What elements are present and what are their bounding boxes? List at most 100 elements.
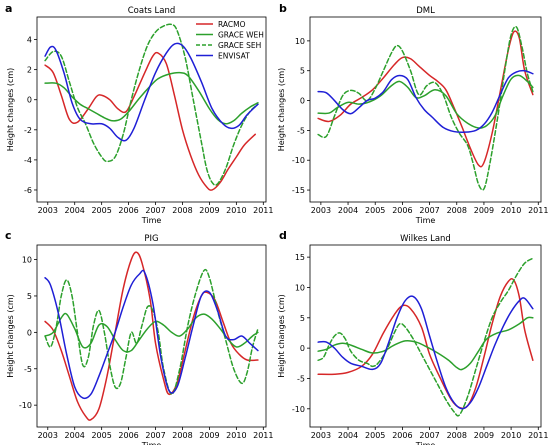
panel-d: 2003 2004 2005 2006 2007 2008 2009 2010 2011 -10 -…: [277, 229, 548, 445]
x-tick-label: 2003: [311, 431, 331, 440]
x-tick-label: 2007: [419, 206, 439, 215]
y-tick-label: 5: [300, 67, 305, 76]
legend-label: RACMO: [218, 20, 246, 29]
x-tick-label: 2007: [145, 431, 165, 440]
x-tick-label: 2003: [38, 431, 58, 440]
y-tick-label: -10: [292, 156, 305, 165]
y-tick-label: 5: [300, 314, 305, 323]
series-line-grace-seh: [44, 268, 259, 395]
x-tick-label: 2011: [528, 206, 548, 215]
x-tick-label: 2006: [118, 431, 138, 440]
x-tick-label: 2009: [199, 431, 219, 440]
y-tick-label: -5: [297, 126, 305, 135]
series-line-racmo: [44, 251, 259, 421]
plot-frame: [309, 244, 542, 428]
x-tick-label: 2007: [419, 431, 439, 440]
y-tick-label: 10: [295, 283, 305, 292]
y-tick-label: -5: [297, 374, 305, 383]
series-line-grace-seh: [317, 257, 534, 417]
x-tick-label: 2008: [447, 206, 467, 215]
x-axis-label: Time: [415, 216, 436, 225]
x-tick-label: 2009: [474, 431, 494, 440]
y-tick-label: -5: [24, 365, 32, 374]
x-tick-label: 2011: [253, 431, 273, 440]
x-tick-label: 2011: [528, 431, 548, 440]
x-tick-label: 2011: [253, 206, 273, 215]
legend-label: GRACE WEH: [218, 31, 264, 40]
x-tick-label: 2004: [65, 206, 85, 215]
panel-title: Wilkes Land: [400, 234, 451, 244]
series-line-racmo: [317, 277, 534, 410]
x-tick-label: 2005: [365, 431, 385, 440]
panel-label: d: [279, 229, 287, 242]
x-axis-label: Time: [141, 441, 162, 445]
y-tick-label: -15: [292, 186, 305, 195]
y-tick-label: 15: [295, 253, 305, 262]
series-group: [44, 251, 259, 421]
x-tick-label: 2005: [91, 431, 111, 440]
panel-label: c: [5, 229, 12, 242]
x-tick-label: 2006: [118, 206, 138, 215]
series-line-grace-weh: [317, 74, 534, 129]
x-tick-label: 2008: [172, 206, 192, 215]
y-axis-label: Height changes (cm): [277, 294, 286, 378]
series-line-grace-seh: [317, 25, 534, 191]
y-tick-label: 0: [27, 328, 32, 337]
x-axis-label: Time: [141, 216, 162, 225]
y-tick-label: 0: [300, 97, 305, 106]
legend-label: ENVISAT: [218, 52, 250, 61]
series-line-grace-weh: [317, 316, 534, 371]
series-line-envisat: [317, 69, 534, 134]
x-tick-label: 2004: [338, 431, 358, 440]
panel-b: 2003 2004 2005 2006 2007 2008 2009 2010 2011 -15 -…: [277, 2, 548, 225]
y-tick-label: -4: [24, 156, 32, 165]
y-tick-label: -2: [24, 126, 32, 135]
y-tick-label: -10: [19, 401, 32, 410]
x-tick-label: 2009: [474, 206, 494, 215]
x-tick-label: 2006: [392, 206, 412, 215]
y-axis-label: Height changes (cm): [277, 68, 286, 152]
x-tick-label: 2010: [226, 431, 246, 440]
panel-title: DML: [416, 6, 435, 16]
x-tick-label: 2008: [172, 431, 192, 440]
x-axis-label: Time: [415, 441, 436, 445]
y-tick-label: 2: [27, 66, 32, 75]
x-tick-label: 2006: [392, 431, 412, 440]
plot-frame: [36, 244, 267, 428]
y-tick-label: 0: [27, 96, 32, 105]
y-tick-label: 0: [300, 344, 305, 353]
y-tick-label: -6: [24, 186, 32, 195]
series-group: [317, 257, 534, 417]
y-tick-label: 4: [27, 36, 32, 45]
series-line-envisat: [317, 295, 534, 410]
x-tick-label: 2005: [91, 206, 111, 215]
panel-label: a: [5, 2, 12, 15]
panel-title: Coats Land: [128, 6, 176, 16]
panel-title: PIG: [144, 234, 158, 244]
panel-label: b: [279, 2, 287, 15]
series-line-envisat: [44, 42, 259, 142]
legend-label: GRACE SEH: [218, 41, 261, 50]
x-tick-label: 2008: [447, 431, 467, 440]
x-tick-label: 2003: [311, 206, 331, 215]
x-tick-label: 2004: [338, 206, 358, 215]
x-tick-label: 2003: [38, 206, 58, 215]
x-tick-label: 2007: [145, 206, 165, 215]
y-tick-label: 10: [22, 256, 32, 265]
series-group: [317, 25, 534, 191]
series-line-grace-seh: [44, 23, 259, 186]
plot-frame: [309, 16, 542, 203]
y-tick-label: -10: [292, 405, 305, 414]
plot-frame: [36, 16, 267, 203]
y-tick-label: 10: [295, 37, 305, 46]
series-group: [44, 23, 259, 191]
y-tick-label: 5: [27, 292, 32, 301]
x-tick-label: 2010: [226, 206, 246, 215]
y-axis-label: Height changes (cm): [6, 68, 15, 152]
series-line-envisat: [44, 269, 259, 400]
x-tick-label: 2009: [199, 206, 219, 215]
panel-c: 2003 2004 2005 2006 2007 2008 2009 2010 2011 -10 -…: [5, 229, 273, 445]
x-tick-label: 2010: [501, 431, 521, 440]
